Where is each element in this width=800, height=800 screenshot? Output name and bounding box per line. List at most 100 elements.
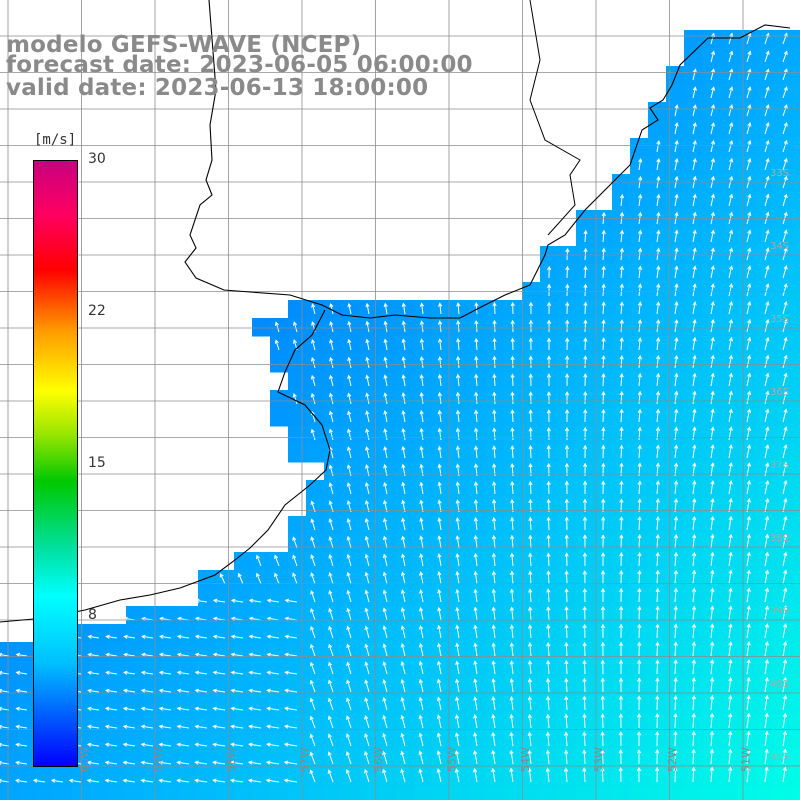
wind-arrow bbox=[16, 761, 28, 765]
wind-arrow-head bbox=[655, 587, 660, 593]
wind-arrow-head bbox=[656, 157, 661, 163]
ocean-cell bbox=[378, 318, 397, 337]
wind-arrow-head bbox=[618, 623, 624, 629]
wind-arrow bbox=[437, 769, 442, 783]
wind-arrow bbox=[620, 284, 623, 297]
ocean-cell bbox=[486, 750, 505, 769]
wind-arrow bbox=[16, 653, 28, 657]
wind-arrow bbox=[601, 768, 604, 783]
wind-arrow-head bbox=[746, 515, 751, 521]
wind-arrow bbox=[764, 337, 769, 351]
ocean-cell bbox=[270, 696, 289, 715]
wind-arrow-head bbox=[600, 731, 605, 736]
wind-arrow bbox=[656, 534, 659, 549]
ocean-cell bbox=[738, 390, 757, 409]
wind-arrow-head bbox=[728, 390, 733, 396]
wind-arrow-head bbox=[600, 641, 605, 647]
wind-arrow-head bbox=[364, 589, 369, 595]
ocean-cell bbox=[396, 480, 415, 499]
wind-arrow-head bbox=[492, 355, 497, 361]
ocean-cell bbox=[378, 660, 397, 679]
wind-arrow bbox=[330, 303, 334, 315]
wind-arrow bbox=[764, 624, 768, 639]
wind-arrow-head bbox=[528, 445, 533, 450]
ocean-cell bbox=[720, 408, 739, 427]
wind-arrow bbox=[547, 750, 550, 765]
wind-arrow-head bbox=[365, 392, 370, 397]
ocean-cell bbox=[108, 624, 127, 643]
wind-arrow bbox=[602, 284, 605, 297]
wind-arrow-head bbox=[728, 712, 733, 718]
wind-arrow-head bbox=[383, 320, 388, 326]
wind-arrow-head bbox=[636, 731, 642, 736]
wind-arrow-head bbox=[283, 778, 289, 783]
wind-arrow-head bbox=[710, 408, 715, 413]
ocean-cell bbox=[378, 426, 397, 445]
ocean-cell bbox=[792, 768, 800, 787]
wind-arrow bbox=[510, 696, 514, 711]
ocean-cell bbox=[774, 678, 793, 697]
ocean-cell bbox=[378, 642, 397, 661]
wind-arrow-head bbox=[327, 751, 332, 756]
wind-arrow bbox=[583, 678, 586, 693]
wind-arrow bbox=[782, 194, 788, 207]
wind-arrow-head bbox=[783, 390, 788, 395]
ocean-cell bbox=[108, 714, 127, 733]
wind-arrow-head bbox=[710, 50, 716, 56]
wind-arrow bbox=[728, 713, 732, 729]
wind-arrow-head bbox=[141, 634, 146, 639]
ocean-cell bbox=[522, 480, 541, 499]
ocean-cell bbox=[360, 372, 379, 391]
wind-arrow-head bbox=[746, 426, 752, 431]
wind-arrow-head bbox=[292, 572, 297, 577]
wind-arrow-head bbox=[230, 742, 235, 747]
wind-arrow-head bbox=[564, 426, 570, 432]
wind-arrow-head bbox=[283, 742, 289, 747]
wind-arrow-head bbox=[509, 731, 514, 737]
wind-arrow-head bbox=[346, 428, 352, 433]
wind-arrow-head bbox=[783, 283, 788, 288]
wind-arrow bbox=[267, 635, 280, 639]
ocean-cell bbox=[234, 588, 253, 607]
ocean-cell bbox=[414, 714, 433, 733]
wind-arrow bbox=[401, 697, 406, 711]
wind-arrow-head bbox=[546, 659, 551, 665]
wind-arrow-head bbox=[347, 410, 352, 415]
wind-arrow-head bbox=[692, 265, 697, 270]
wind-arrow-head bbox=[564, 462, 570, 468]
wind-arrow bbox=[267, 671, 280, 675]
ocean-cell bbox=[252, 606, 271, 625]
wind-arrow bbox=[457, 410, 460, 423]
wind-arrow bbox=[710, 51, 715, 63]
wind-arrow bbox=[746, 624, 750, 639]
wind-arrow-head bbox=[510, 498, 515, 504]
wind-arrow bbox=[88, 707, 100, 711]
wind-arrow bbox=[438, 482, 442, 495]
ocean-cell bbox=[0, 660, 19, 679]
wind-arrow-head bbox=[637, 283, 643, 288]
wind-arrow bbox=[746, 373, 751, 387]
ocean-cell bbox=[486, 372, 505, 391]
wind-arrow-head bbox=[710, 444, 715, 449]
wind-arrow-head bbox=[729, 157, 734, 163]
wind-arrow-head bbox=[674, 140, 679, 145]
ocean-cell bbox=[504, 714, 523, 733]
wind-arrow-head bbox=[248, 742, 253, 747]
wind-arrow bbox=[692, 140, 696, 153]
wind-arrow-head bbox=[266, 634, 272, 639]
ocean-cell bbox=[522, 786, 541, 800]
ocean-cell bbox=[396, 570, 415, 589]
ocean-cell bbox=[396, 678, 415, 697]
ocean-cell bbox=[756, 408, 775, 427]
wind-arrow-head bbox=[582, 480, 588, 485]
wind-arrow bbox=[266, 779, 280, 783]
wind-arrow-head bbox=[692, 247, 697, 252]
wind-arrow-head bbox=[728, 730, 733, 736]
ocean-cell bbox=[90, 678, 109, 697]
wind-arrow bbox=[213, 671, 226, 675]
wind-arrow-head bbox=[310, 392, 315, 398]
wind-arrow bbox=[437, 751, 442, 765]
wind-arrow bbox=[728, 480, 732, 495]
wind-arrow-head bbox=[783, 623, 788, 628]
wind-arrow bbox=[329, 411, 334, 423]
